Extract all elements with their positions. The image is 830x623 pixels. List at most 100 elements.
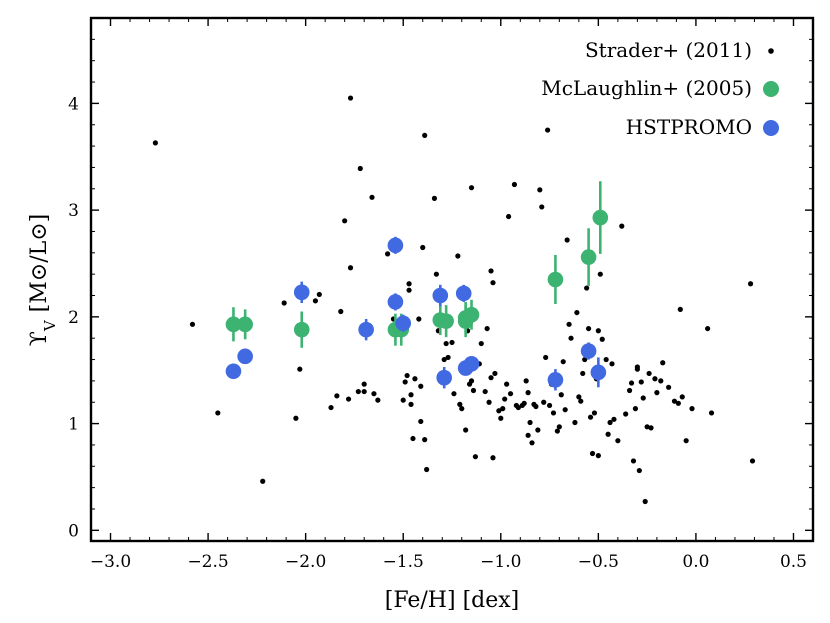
- mclaughlin-point: [580, 249, 597, 265]
- hstpromo-point: [547, 372, 564, 388]
- hstpromo-point: [580, 343, 597, 359]
- strader-point: [615, 438, 621, 444]
- hstpromo-point: [432, 287, 449, 304]
- strader-point: [420, 244, 426, 251]
- strader-point: [463, 427, 469, 433]
- strader-point: [505, 213, 512, 220]
- strader-point: [338, 308, 344, 315]
- y-tick-label: 2: [68, 308, 79, 328]
- strader-point: [644, 424, 650, 430]
- strader-point: [422, 437, 428, 443]
- strader-point: [488, 375, 494, 381]
- strader-point: [347, 265, 354, 271]
- strader-point: [572, 419, 578, 426]
- mclaughlin-point: [547, 271, 564, 288]
- strader-point: [749, 458, 756, 464]
- y-axis-label-symbol: ϒ: [27, 331, 52, 346]
- y-axis-label: ϒV [M⊙/L⊙]: [27, 214, 59, 347]
- strader-point: [599, 336, 605, 342]
- legend-marker-mclaughlin: [763, 81, 779, 97]
- strader-point: [632, 406, 639, 412]
- strader-point: [666, 384, 672, 390]
- hstpromo-point: [237, 348, 253, 365]
- strader-point: [529, 440, 535, 446]
- strader-point: [658, 378, 664, 384]
- strader-point: [689, 406, 695, 412]
- x-tick-label: −2.5: [187, 552, 228, 572]
- strader-point: [431, 195, 438, 201]
- x-tick-label: 0.0: [682, 552, 709, 572]
- strader-point: [628, 380, 635, 386]
- mclaughlin-point: [438, 313, 454, 329]
- hstpromo-point: [387, 294, 404, 310]
- strader-point: [562, 407, 568, 413]
- strader-point: [412, 376, 418, 382]
- strader-point: [345, 396, 352, 402]
- strader-point: [468, 185, 475, 191]
- y-tick-label: 3: [68, 201, 79, 221]
- strader-point: [605, 431, 611, 437]
- strader-point: [564, 237, 570, 243]
- y-axis-label-subscript: V: [41, 319, 59, 332]
- x-tick-label: −1.5: [383, 552, 424, 572]
- mclaughlin-point: [592, 209, 609, 226]
- y-axis-label-units: [M⊙/L⊙]: [27, 214, 52, 313]
- strader-point: [312, 298, 319, 304]
- strader-point: [347, 95, 354, 101]
- strader-point: [578, 398, 584, 404]
- strader-point: [626, 387, 633, 394]
- strader-point: [747, 281, 754, 287]
- strader-point: [591, 410, 598, 416]
- strader-point: [375, 397, 381, 403]
- x-tick-label: −3.0: [90, 552, 131, 572]
- y-tick-label: 1: [68, 415, 79, 435]
- strader-point: [521, 400, 527, 406]
- strader-point: [527, 419, 533, 426]
- y-tick-label: 0: [68, 521, 79, 541]
- strader-point: [642, 498, 648, 505]
- hstpromo-point: [590, 364, 607, 381]
- strader-point: [410, 435, 416, 442]
- data-marks: [152, 95, 756, 505]
- strader-point: [478, 340, 484, 347]
- strader-point: [554, 428, 560, 434]
- hstpromo-point: [463, 356, 480, 372]
- y-axis-ticks: 0 1 2 3 4: [68, 38, 813, 541]
- hstpromo-point: [436, 369, 452, 386]
- strader-point: [293, 415, 299, 421]
- strader-point: [468, 378, 475, 384]
- strader-point: [597, 271, 603, 277]
- strader-point: [543, 354, 549, 361]
- x-tick-label: −0.5: [578, 552, 619, 572]
- strader-point: [576, 394, 582, 400]
- strader-point: [371, 391, 377, 397]
- strader-point: [369, 194, 375, 200]
- y-tick-label: 4: [68, 94, 79, 114]
- strader-point: [511, 181, 518, 188]
- strader-point: [679, 394, 685, 400]
- strader-point: [705, 325, 711, 332]
- strader-point: [416, 316, 422, 322]
- strader-point: [507, 391, 514, 397]
- strader-point: [281, 300, 287, 306]
- hstpromo-point: [387, 237, 404, 254]
- strader-point: [422, 132, 428, 139]
- strader-point: [523, 378, 529, 384]
- mclaughlin-point: [293, 321, 310, 338]
- strader-point: [406, 287, 412, 293]
- strader-point: [408, 392, 414, 398]
- strader-point: [603, 356, 609, 363]
- strader-point: [455, 253, 461, 259]
- strader-point: [449, 339, 455, 346]
- strader-point: [457, 401, 463, 407]
- strader-point: [648, 425, 654, 431]
- hstpromo-point: [455, 285, 472, 302]
- strader-point: [445, 354, 451, 361]
- strader-point: [490, 455, 496, 461]
- strader-point: [404, 372, 410, 379]
- strader-point: [568, 335, 574, 341]
- strader-point: [316, 291, 322, 298]
- hstpromo-point: [293, 284, 310, 301]
- strader-point: [486, 399, 492, 405]
